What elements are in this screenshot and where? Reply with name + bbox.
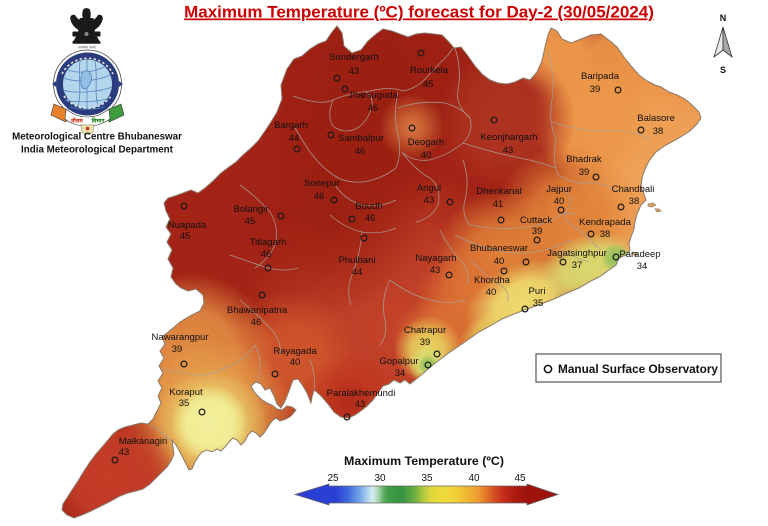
svg-text:40: 40: [554, 196, 565, 207]
svg-text:25: 25: [327, 473, 339, 484]
svg-text:विभाग: विभाग: [91, 117, 106, 125]
svg-text:37: 37: [572, 260, 583, 271]
svg-text:Paradeep: Paradeep: [619, 249, 660, 260]
svg-text:Maximum Temperature (ºC): Maximum Temperature (ºC): [344, 454, 504, 468]
svg-text:Bhawanipatna: Bhawanipatna: [227, 305, 288, 316]
svg-text:Jharsuguda: Jharsuguda: [348, 90, 398, 101]
svg-text:43: 43: [503, 145, 514, 156]
svg-text:38: 38: [653, 126, 664, 137]
svg-text:45: 45: [180, 231, 191, 242]
svg-text:Nayagarh: Nayagarh: [415, 253, 456, 264]
svg-text:35: 35: [179, 398, 190, 409]
svg-text:40: 40: [494, 256, 505, 267]
svg-text:39: 39: [172, 344, 183, 355]
svg-text:39: 39: [590, 84, 601, 95]
svg-text:Chandbali: Chandbali: [612, 184, 655, 195]
svg-text:40: 40: [486, 287, 497, 298]
svg-text:Jagatsinghpur: Jagatsinghpur: [547, 248, 607, 259]
svg-text:Deogarh: Deogarh: [408, 137, 444, 148]
svg-text:Puri: Puri: [529, 286, 546, 297]
svg-text:Sambalpur: Sambalpur: [338, 133, 384, 144]
svg-text:43: 43: [355, 399, 366, 410]
svg-text:Meteorological Centre Bhubanes: Meteorological Centre Bhubaneswar: [12, 132, 182, 143]
svg-text:Malkanagiri: Malkanagiri: [119, 436, 168, 447]
svg-text:45: 45: [245, 216, 256, 227]
svg-text:39: 39: [579, 167, 590, 178]
svg-text:Bhubaneswar: Bhubaneswar: [470, 243, 528, 254]
svg-text:40: 40: [290, 357, 301, 368]
svg-text:Balasore: Balasore: [637, 113, 675, 124]
svg-text:34: 34: [395, 368, 406, 379]
svg-text:Jajpur: Jajpur: [546, 184, 572, 195]
svg-text:मौसम: मौसम: [70, 117, 83, 125]
svg-text:39: 39: [420, 337, 431, 348]
svg-text:Bargarh: Bargarh: [274, 120, 308, 131]
svg-text:38: 38: [600, 229, 611, 240]
svg-text:Maximum Temperature (ºC) forec: Maximum Temperature (ºC) forecast for Da…: [184, 3, 654, 22]
svg-text:Sonepur: Sonepur: [304, 178, 340, 189]
svg-text:35: 35: [421, 473, 433, 484]
svg-text:Sundergarh: Sundergarh: [329, 52, 379, 63]
svg-text:Paralakhemundi: Paralakhemundi: [327, 388, 396, 399]
svg-text:Rourkela: Rourkela: [410, 65, 449, 76]
svg-text:41: 41: [493, 199, 504, 210]
svg-text:46: 46: [314, 191, 325, 202]
svg-text:Phulbani: Phulbani: [339, 255, 376, 266]
svg-text:46: 46: [365, 213, 376, 224]
svg-text:Baripada: Baripada: [581, 71, 620, 82]
svg-text:N: N: [720, 13, 727, 23]
svg-text:46: 46: [251, 317, 262, 328]
svg-text:Keonjhargarh: Keonjhargarh: [480, 132, 537, 143]
svg-text:Nuapada: Nuapada: [168, 220, 207, 231]
svg-text:Dhenkanal: Dhenkanal: [476, 186, 521, 197]
svg-text:Cuttack: Cuttack: [520, 215, 552, 226]
svg-text:43: 43: [424, 195, 435, 206]
svg-text:Khordha: Khordha: [474, 275, 511, 286]
svg-text:44: 44: [289, 133, 300, 144]
svg-text:Angul: Angul: [417, 183, 441, 194]
svg-text:46: 46: [261, 249, 272, 260]
svg-text:40: 40: [468, 473, 480, 484]
svg-text:Boudh: Boudh: [355, 201, 382, 212]
svg-text:सत्यमेव जयते: सत्यमेव जयते: [78, 45, 96, 50]
svg-text:Bolangir: Bolangir: [234, 204, 269, 215]
svg-text:45: 45: [514, 473, 526, 484]
svg-text:35: 35: [533, 298, 544, 309]
svg-text:38: 38: [629, 196, 640, 207]
svg-text:43: 43: [349, 66, 360, 77]
svg-text:Gopalpur: Gopalpur: [379, 356, 418, 367]
svg-text:Manual Surface Observatory: Manual Surface Observatory: [558, 362, 718, 376]
svg-text:Bhadrak: Bhadrak: [566, 154, 602, 165]
svg-text:46: 46: [355, 146, 366, 157]
svg-text:Koraput: Koraput: [169, 387, 203, 398]
svg-text:39: 39: [532, 226, 543, 237]
svg-text:34: 34: [637, 261, 648, 272]
svg-text:India Meteorological Departmen: India Meteorological Department: [21, 145, 174, 156]
svg-text:Titlagarh: Titlagarh: [250, 237, 287, 248]
svg-text:Chatrapur: Chatrapur: [404, 325, 446, 336]
svg-text:43: 43: [430, 265, 441, 276]
svg-text:43: 43: [119, 447, 130, 458]
svg-text:44: 44: [352, 267, 363, 278]
svg-text:30: 30: [374, 473, 386, 484]
svg-text:Rayagada: Rayagada: [273, 346, 317, 357]
svg-text:Nawarangpur: Nawarangpur: [151, 332, 208, 343]
svg-text:46: 46: [368, 103, 379, 114]
svg-text:Kendrapada: Kendrapada: [579, 217, 631, 228]
svg-text:S: S: [720, 65, 726, 75]
svg-text:45: 45: [423, 79, 434, 90]
svg-text:40: 40: [421, 150, 432, 161]
